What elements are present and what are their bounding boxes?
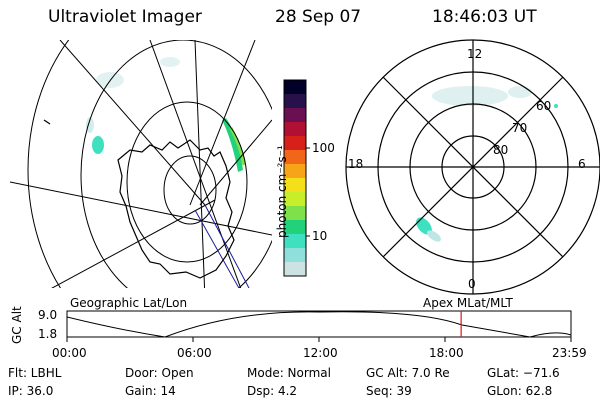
instrument-title: Ultraviolet Imager <box>48 7 202 27</box>
colorbar-band <box>284 122 306 137</box>
ip-status: IP: 36.0 <box>8 384 54 398</box>
time-tick-0600: 06:00 <box>177 346 212 360</box>
mode-status: Mode: Normal <box>247 366 331 380</box>
colorbar-tick-10: 10 <box>312 229 328 243</box>
colorbar-band <box>284 94 306 109</box>
polar-plot <box>345 39 600 295</box>
alt-tick-low: 1.8 <box>38 327 58 341</box>
time-tick-0000: 00:00 <box>52 346 87 360</box>
time-tick-2359: 23:59 <box>552 346 587 360</box>
mlat-label-80: 80 <box>493 143 509 157</box>
seq-status: Seq: 39 <box>366 384 412 398</box>
dsp-status: Dsp: 4.2 <box>247 384 298 398</box>
aurora-spot-left <box>92 136 104 154</box>
glat-status: GLat: −71.6 <box>487 366 560 380</box>
altitude-plot-frame <box>66 310 572 338</box>
aurora-arc-right <box>222 118 243 172</box>
colorbar-band <box>284 192 306 207</box>
geographic-map <box>10 40 272 288</box>
continent-outline <box>117 139 235 279</box>
mlat-label-70: 70 <box>512 121 528 135</box>
colorbar-tick-100: 100 <box>312 141 335 155</box>
colorbar-band <box>284 164 306 179</box>
colorbar-band <box>284 220 306 235</box>
gc-alt-axis-label: GC Alt <box>10 306 24 344</box>
mlt-label-12: 12 <box>467 47 483 61</box>
altitude-plot <box>66 310 572 342</box>
colorbar-band <box>284 108 306 123</box>
colorbar-band <box>284 178 306 193</box>
filter-status: Flt: LBHL <box>8 366 62 380</box>
gc-alt-status: GC Alt: 7.0 Re <box>366 366 450 380</box>
geographic-panel-label: Geographic Lat/Lon <box>70 296 188 310</box>
observation-date: 28 Sep 07 <box>275 7 362 27</box>
colorbar-band <box>284 206 306 221</box>
mlt-label-0: 0 <box>468 277 476 291</box>
apex-panel-label: Apex MLat/MLT <box>423 296 513 310</box>
colorbar-band <box>284 262 306 277</box>
colorbar-band <box>284 234 306 249</box>
colorbar <box>283 79 307 277</box>
glon-status: GLon: 62.8 <box>487 384 553 398</box>
colorbar-band <box>284 80 306 95</box>
colorbar-band <box>284 136 306 151</box>
time-tick-1200: 12:00 <box>303 346 338 360</box>
mlt-label-6: 6 <box>578 157 586 171</box>
aurora-spot-polar <box>416 217 432 235</box>
observation-time: 18:46:03 UT <box>432 7 537 27</box>
time-tick-1800: 18:00 <box>429 346 464 360</box>
gain-status: Gain: 14 <box>125 384 176 398</box>
door-status: Door: Open <box>125 366 194 380</box>
alt-tick-high: 9.0 <box>38 308 58 322</box>
colorbar-unit-label: photon cm⁻²s⁻¹ <box>275 145 289 238</box>
colorbar-frame <box>283 79 307 277</box>
mlat-label-60: 60 <box>536 99 552 113</box>
colorbar-band <box>284 248 306 263</box>
altitude-curve <box>67 311 571 337</box>
mlt-label-18: 18 <box>348 157 364 171</box>
colorbar-band <box>284 150 306 165</box>
